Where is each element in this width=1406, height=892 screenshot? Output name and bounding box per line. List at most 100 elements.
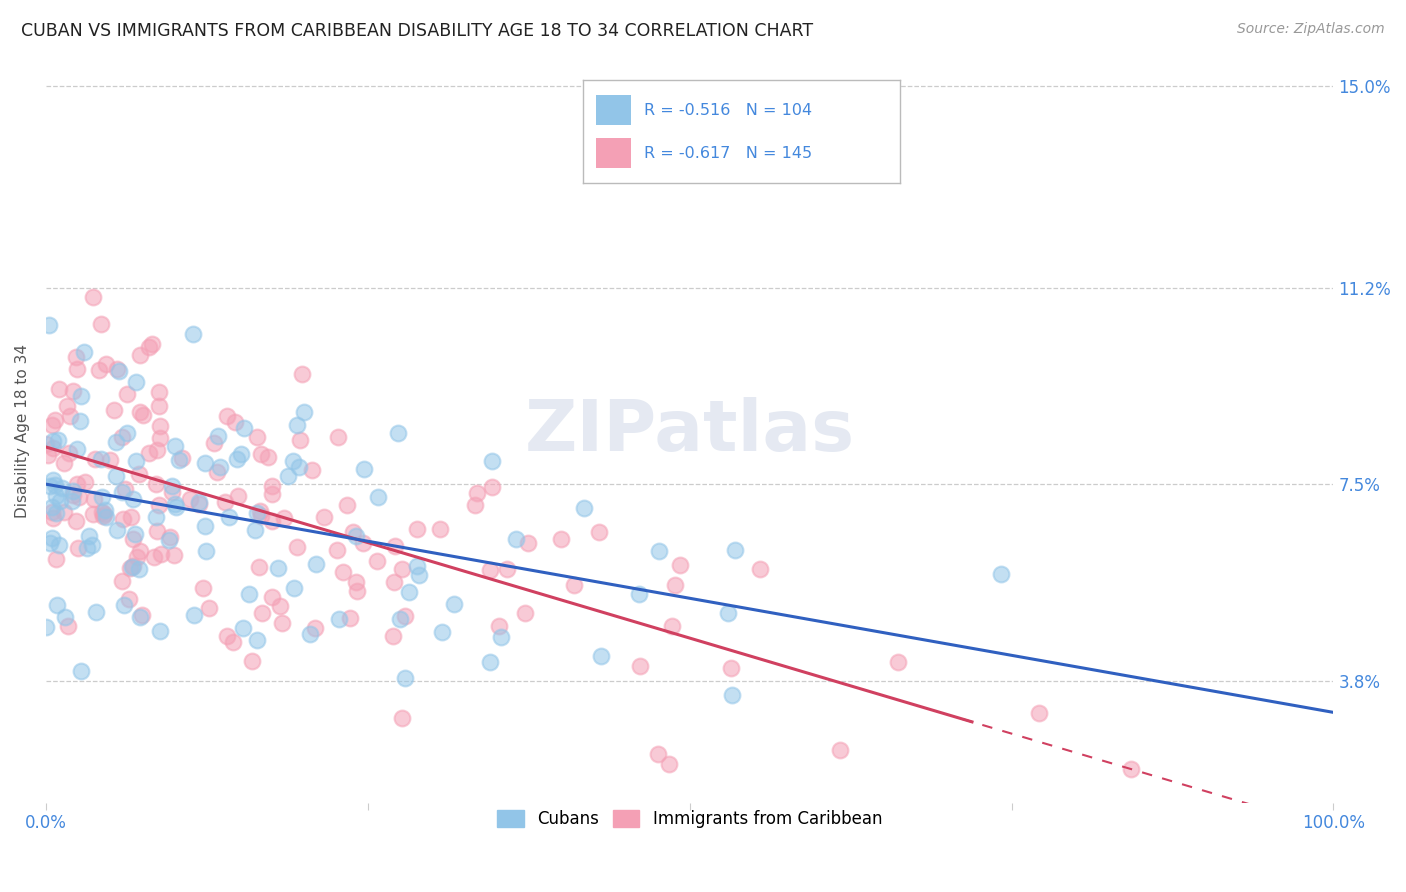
Point	[353, 462, 375, 476]
Point	[394, 671, 416, 685]
Point	[233, 420, 256, 434]
Point	[562, 578, 585, 592]
Point	[170, 451, 193, 466]
Point	[45, 490, 67, 504]
Point	[128, 609, 150, 624]
Point	[298, 626, 321, 640]
Point	[245, 523, 267, 537]
Point	[287, 459, 309, 474]
Point	[269, 599, 291, 613]
Point	[70, 389, 93, 403]
Point	[749, 562, 772, 576]
Point	[247, 559, 270, 574]
Point	[129, 405, 152, 419]
Point	[408, 568, 430, 582]
Point	[42, 442, 65, 456]
FancyBboxPatch shape	[596, 95, 631, 126]
Point	[668, 558, 690, 573]
Point	[281, 454, 304, 468]
Point	[205, 465, 228, 479]
Point	[138, 446, 160, 460]
Point	[121, 558, 143, 573]
Point	[215, 629, 238, 643]
Point	[60, 494, 83, 508]
Point	[381, 629, 404, 643]
Point	[250, 447, 273, 461]
FancyBboxPatch shape	[596, 137, 631, 169]
Point	[103, 403, 125, 417]
Point	[167, 453, 190, 467]
Point	[141, 337, 163, 351]
Point	[91, 509, 114, 524]
Point	[124, 526, 146, 541]
Point	[388, 612, 411, 626]
Point	[270, 615, 292, 630]
Point	[83, 451, 105, 466]
Point	[111, 430, 134, 444]
Point	[149, 419, 172, 434]
Point	[382, 574, 405, 589]
Point	[246, 430, 269, 444]
Point	[157, 533, 180, 548]
Point	[990, 566, 1012, 581]
Point	[90, 317, 112, 331]
Text: Source: ZipAtlas.com: Source: ZipAtlas.com	[1237, 22, 1385, 37]
Point	[132, 409, 155, 423]
Point	[41, 510, 63, 524]
Point	[222, 635, 245, 649]
Point	[257, 450, 280, 464]
Point	[128, 561, 150, 575]
Point	[339, 611, 361, 625]
Point	[260, 479, 283, 493]
Point	[125, 550, 148, 565]
Point	[117, 425, 139, 440]
Point	[83, 491, 105, 506]
Point	[66, 362, 89, 376]
Point	[46, 433, 69, 447]
Point	[42, 473, 65, 487]
Point	[209, 460, 232, 475]
Point	[495, 562, 517, 576]
Point	[481, 480, 503, 494]
Point	[262, 514, 284, 528]
Point	[115, 387, 138, 401]
Point	[194, 519, 217, 533]
Point	[65, 514, 87, 528]
Point	[111, 485, 134, 500]
Point	[406, 558, 429, 573]
Point	[105, 434, 128, 449]
Point	[138, 340, 160, 354]
Point	[91, 505, 114, 519]
Point	[120, 510, 142, 524]
Point	[505, 532, 527, 546]
Point	[75, 475, 97, 489]
Point	[181, 326, 204, 341]
Point	[125, 454, 148, 468]
Point	[312, 510, 335, 524]
Point	[332, 565, 354, 579]
Point	[165, 497, 187, 511]
Point	[628, 659, 651, 673]
Point	[478, 563, 501, 577]
Point	[143, 549, 166, 564]
Point	[292, 404, 315, 418]
Point	[145, 477, 167, 491]
Point	[664, 577, 686, 591]
Point	[724, 542, 747, 557]
Point	[41, 531, 63, 545]
Point	[41, 505, 63, 519]
Point	[246, 506, 269, 520]
Point	[465, 485, 488, 500]
Point	[305, 557, 328, 571]
Point	[90, 452, 112, 467]
Point	[105, 523, 128, 537]
Point	[146, 524, 169, 539]
Point	[464, 498, 486, 512]
Point	[283, 582, 305, 596]
Point	[66, 442, 89, 457]
Point	[67, 490, 90, 504]
Point	[128, 467, 150, 481]
Point	[191, 581, 214, 595]
Point	[111, 574, 134, 588]
Point	[195, 544, 218, 558]
